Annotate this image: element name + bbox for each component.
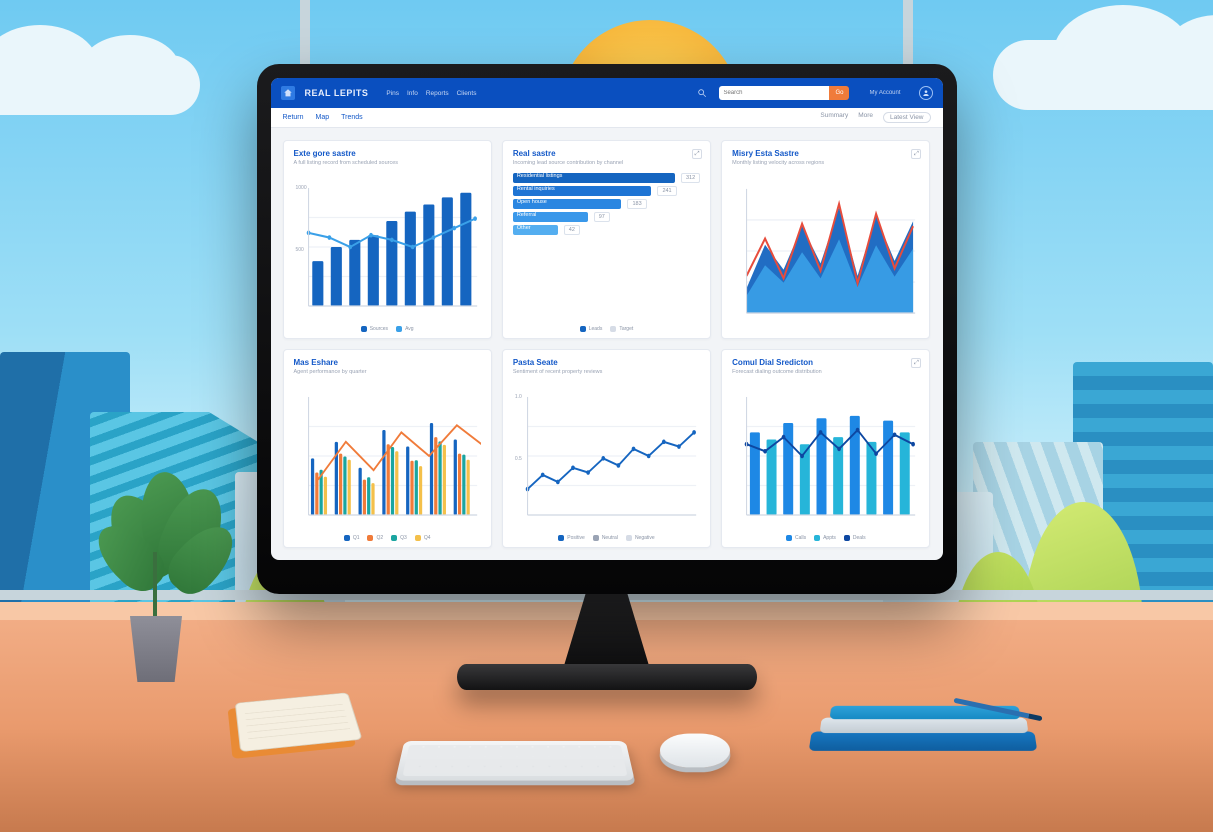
- legend: CallsApptsDeals: [732, 535, 919, 541]
- legend: PositiveNeutralNegative: [513, 535, 700, 541]
- card-expand-icon[interactable]: ⤢: [911, 149, 921, 159]
- card-area: Misry Esta Sastre Monthly listing veloci…: [721, 140, 930, 339]
- chart-bar-line: 1000500: [294, 170, 481, 324]
- nav-link[interactable]: Clients: [457, 90, 477, 97]
- card-title: Misry Esta Sastre: [732, 149, 919, 158]
- dashboard-screen: REAL LEPITS Pins Info Reports Clients Go: [271, 78, 943, 560]
- card-hbar-list: Real sastre Incoming lead source contrib…: [502, 140, 711, 339]
- card-title: Pasta Seate: [513, 358, 700, 367]
- subnav-link[interactable]: Summary: [820, 112, 848, 123]
- card-title: Mas Eshare: [294, 358, 481, 367]
- card-subtitle: Incoming lead source contribution by cha…: [513, 160, 700, 166]
- chart-bar-line: [732, 379, 919, 533]
- brand-name: REAL LEPITS: [305, 88, 369, 98]
- chart-area: [732, 170, 919, 332]
- card-expand-icon[interactable]: ⤢: [692, 149, 702, 159]
- chart-grouped: [294, 379, 481, 533]
- nav-link[interactable]: Reports: [426, 90, 449, 97]
- subnav-pill[interactable]: Latest View: [883, 112, 930, 123]
- mouse-prop: [659, 734, 731, 768]
- search-button[interactable]: Go: [829, 86, 849, 100]
- chart-line: 1.00.5: [513, 379, 700, 533]
- card-title: Real sastre: [513, 149, 700, 158]
- subnav-tab[interactable]: Trends: [341, 114, 363, 121]
- topbar: REAL LEPITS Pins Info Reports Clients Go: [271, 78, 943, 108]
- hbar-list: Residential listings312Rental inquiries2…: [513, 170, 700, 324]
- search-icon[interactable]: [695, 86, 709, 100]
- legend: Q1Q2Q3Q4: [294, 535, 481, 541]
- sub-nav: Return Map Trends Summary More Latest Vi…: [271, 108, 943, 128]
- subnav-tab[interactable]: Return: [283, 114, 304, 121]
- legend: LeadsTarget: [513, 326, 700, 332]
- monitor: REAL LEPITS Pins Info Reports Clients Go: [257, 64, 957, 594]
- legend: SourcesAvg: [294, 326, 481, 332]
- card-bar-trend: Exte gore sastre A full listing record f…: [283, 140, 492, 339]
- card-expand-icon[interactable]: ⤢: [911, 358, 921, 368]
- card-bar-line2: Comul Dial Sredicton Forecast dialing ou…: [721, 349, 930, 548]
- keyboard-prop: [395, 741, 634, 781]
- nav-link[interactable]: Pins: [386, 90, 399, 97]
- card-grouped-bar: Mas Eshare Agent performance by quarter …: [283, 349, 492, 548]
- card-grid: Exte gore sastre A full listing record f…: [271, 128, 943, 560]
- card-subtitle: Agent performance by quarter: [294, 369, 481, 375]
- logo-icon: [281, 86, 295, 100]
- card-line: Pasta Seate Sentiment of recent property…: [502, 349, 711, 548]
- card-subtitle: Sentiment of recent property reviews: [513, 369, 700, 375]
- account-link[interactable]: My Account: [869, 90, 900, 96]
- user-icon[interactable]: [919, 86, 933, 100]
- card-subtitle: A full listing record from scheduled sou…: [294, 160, 481, 166]
- subnav-link[interactable]: More: [858, 112, 873, 123]
- subnav-tab[interactable]: Map: [316, 114, 330, 121]
- card-subtitle: Forecast dialing outcome distribution: [732, 369, 919, 375]
- search-input[interactable]: [719, 86, 829, 100]
- card-title: Comul Dial Sredicton: [732, 358, 919, 367]
- card-subtitle: Monthly listing velocity across regions: [732, 160, 919, 166]
- nav-links: Pins Info Reports Clients: [386, 90, 476, 97]
- nav-link[interactable]: Info: [407, 90, 418, 97]
- card-title: Exte gore sastre: [294, 149, 481, 158]
